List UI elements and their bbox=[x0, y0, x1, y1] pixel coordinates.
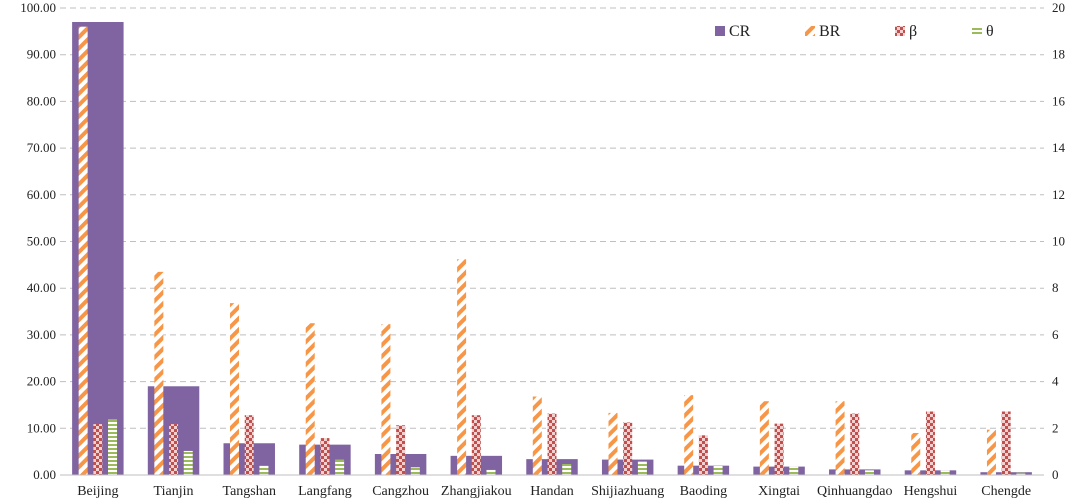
bar-theta bbox=[562, 464, 572, 475]
bar-br bbox=[381, 324, 391, 475]
legend-swatch bbox=[895, 26, 905, 36]
x-category-label: Xingtai bbox=[758, 484, 800, 499]
bar-br bbox=[457, 259, 467, 475]
bar-br bbox=[230, 303, 240, 475]
legend-swatch bbox=[715, 26, 725, 36]
bar-beta bbox=[93, 424, 103, 475]
bar-br bbox=[759, 401, 769, 475]
legend-swatch bbox=[972, 26, 982, 36]
bar-beta bbox=[850, 413, 860, 475]
y-right-tick-label: 6 bbox=[1052, 327, 1059, 342]
bar-br bbox=[684, 395, 694, 475]
bar-theta bbox=[486, 469, 496, 475]
bar-beta bbox=[623, 422, 633, 475]
bar-br bbox=[608, 412, 618, 475]
grid-lines bbox=[60, 7, 1044, 429]
bar-theta bbox=[183, 450, 193, 475]
y-right-tick-label: 16 bbox=[1052, 93, 1066, 108]
y-left-tick-label: 60.00 bbox=[27, 187, 56, 202]
bar-beta bbox=[244, 415, 254, 475]
bar-theta bbox=[410, 467, 420, 475]
y-right-tick-label: 18 bbox=[1052, 47, 1065, 62]
legend-label: θ bbox=[986, 23, 994, 40]
bar-beta bbox=[169, 424, 179, 475]
x-category-label: Shijiazhuang bbox=[591, 484, 664, 499]
y-right-tick-label: 8 bbox=[1052, 280, 1059, 295]
legend-label: BR bbox=[819, 23, 841, 40]
bar-br bbox=[154, 271, 164, 475]
bar-theta bbox=[108, 419, 118, 475]
bar-beta bbox=[698, 435, 708, 475]
axes: 0.00 10.00 20.00 30.00 40.00 50.00 60.00 70.00 8… bbox=[20, 0, 1065, 499]
bars bbox=[72, 22, 1032, 476]
bar-beta bbox=[471, 415, 481, 475]
x-category-label: Zhangjiakou bbox=[441, 484, 512, 499]
y-left-tick-label: 0.00 bbox=[33, 467, 56, 482]
y-left-tick-label: 80.00 bbox=[27, 93, 56, 108]
bar-beta bbox=[774, 423, 784, 475]
legend-label: CR bbox=[729, 23, 751, 40]
bar-theta bbox=[1016, 472, 1026, 475]
y-left-tick-label: 90.00 bbox=[27, 47, 56, 62]
y-right-tick-label: 0 bbox=[1052, 467, 1059, 482]
x-category-label: Handan bbox=[530, 484, 574, 499]
x-category-label: Baoding bbox=[680, 484, 727, 499]
y-left-tick-label: 50.00 bbox=[27, 234, 56, 249]
x-category-label: Chengde bbox=[981, 484, 1031, 499]
y-right-tick-label: 14 bbox=[1052, 140, 1066, 155]
bar-beta bbox=[547, 413, 557, 475]
x-category-label: Qinhuangdao bbox=[817, 484, 892, 499]
x-category-label: Langfang bbox=[298, 484, 352, 499]
bar-br bbox=[78, 26, 88, 476]
bar-br bbox=[835, 401, 845, 475]
bar-theta bbox=[789, 466, 799, 475]
y-right-tick-label: 12 bbox=[1052, 187, 1065, 202]
bar-br bbox=[911, 432, 921, 475]
bar-theta bbox=[259, 465, 269, 475]
legend-swatch bbox=[805, 26, 815, 36]
y-left-tick-label: 10.00 bbox=[27, 420, 56, 435]
bar-theta bbox=[637, 460, 647, 475]
y-left-tick-label: 40.00 bbox=[27, 280, 56, 295]
legend: CR BR β θ bbox=[715, 23, 994, 40]
bar-br bbox=[986, 429, 996, 475]
bar-theta bbox=[940, 470, 950, 475]
bar-theta bbox=[864, 470, 874, 475]
bar-beta bbox=[1001, 411, 1011, 475]
y-left-tick-label: 20.00 bbox=[27, 374, 56, 389]
x-category-label: Tianjin bbox=[154, 484, 194, 499]
y-left-tick-label: 30.00 bbox=[27, 327, 56, 342]
bar-br bbox=[532, 396, 542, 475]
bar-beta bbox=[396, 425, 406, 475]
legend-label: β bbox=[909, 23, 917, 40]
bar-theta bbox=[713, 465, 723, 475]
bar-theta bbox=[335, 459, 345, 475]
bar-beta bbox=[320, 438, 330, 475]
x-category-label: Hengshui bbox=[904, 484, 958, 499]
y-right-tick-label: 10 bbox=[1052, 234, 1065, 249]
y-right-tick-label: 20 bbox=[1052, 0, 1065, 15]
bar-beta bbox=[925, 411, 935, 475]
y-right-tick-label: 4 bbox=[1052, 374, 1059, 389]
x-category-label: Cangzhou bbox=[372, 484, 429, 499]
y-left-tick-label: 100.00 bbox=[20, 0, 56, 15]
x-category-label: Beijing bbox=[77, 484, 118, 499]
y-right-tick-label: 2 bbox=[1052, 420, 1059, 435]
bar-br bbox=[305, 323, 315, 475]
x-category-label: Tangshan bbox=[223, 484, 276, 499]
y-left-tick-label: 70.00 bbox=[27, 140, 56, 155]
